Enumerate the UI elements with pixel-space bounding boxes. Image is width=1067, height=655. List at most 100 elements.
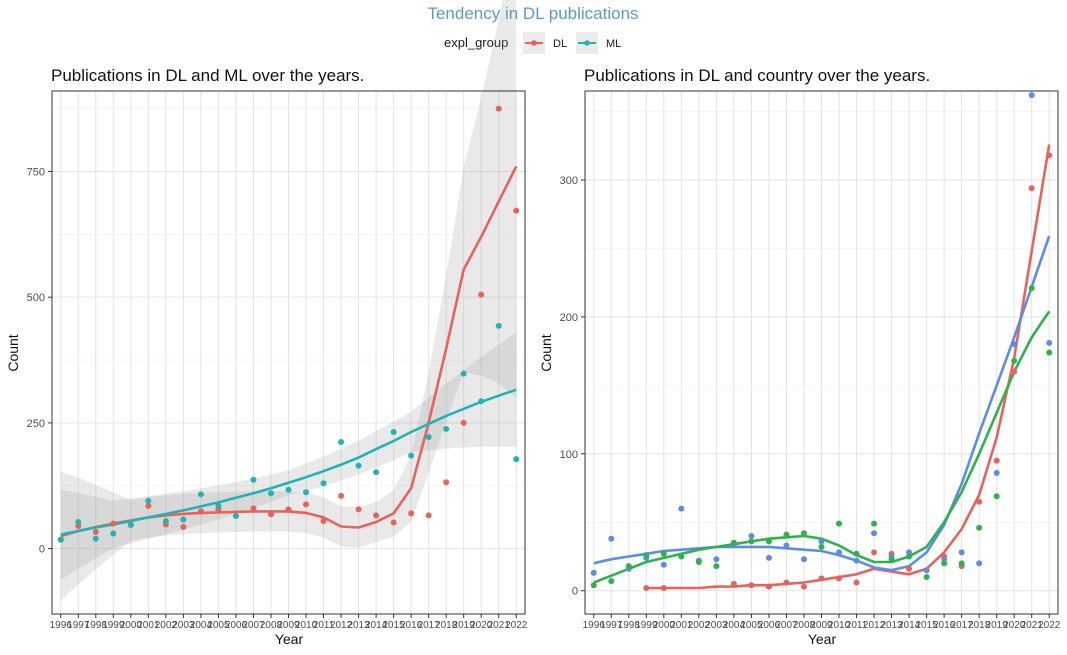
x-tick-label: 2010 bbox=[295, 620, 318, 631]
data-point-ml bbox=[215, 502, 222, 509]
data-point-ml bbox=[127, 521, 134, 528]
confidence-band-ml bbox=[60, 332, 517, 580]
x-tick-label: 2000 bbox=[653, 620, 676, 631]
x-tick-label: 2001 bbox=[137, 620, 160, 631]
data-point-series-1 bbox=[853, 579, 860, 586]
data-point-series-2 bbox=[923, 567, 930, 574]
legend-label-ml: ML bbox=[606, 38, 621, 50]
data-point-series-1 bbox=[748, 582, 755, 589]
y-tick-label: 0 bbox=[572, 586, 578, 598]
legend-key-point-ml bbox=[584, 40, 590, 46]
x-tick-label: 2022 bbox=[505, 620, 528, 631]
data-point-ml bbox=[145, 497, 152, 504]
x-tick-label: 1996 bbox=[583, 620, 606, 631]
x-tick-label: 2016 bbox=[400, 620, 423, 631]
data-point-series-1 bbox=[871, 549, 878, 556]
data-point-dl bbox=[285, 506, 292, 513]
data-point-ml bbox=[303, 489, 310, 496]
legend-key-point-dl bbox=[531, 40, 537, 46]
data-point-dl bbox=[180, 524, 187, 531]
data-point-series-3 bbox=[608, 578, 615, 585]
data-point-dl bbox=[250, 505, 257, 512]
data-point-ml bbox=[495, 322, 502, 329]
x-tick-label: 2015 bbox=[915, 620, 938, 631]
data-point-series-2 bbox=[1046, 339, 1053, 346]
x-tick-label: 2007 bbox=[242, 620, 265, 631]
data-point-dl bbox=[460, 419, 467, 426]
data-point-series-1 bbox=[818, 575, 825, 582]
data-point-series-1 bbox=[836, 575, 843, 582]
data-point-dl bbox=[338, 492, 345, 499]
data-point-series-3 bbox=[713, 563, 720, 570]
x-tick-label: 2020 bbox=[470, 620, 493, 631]
data-point-series-2 bbox=[976, 560, 983, 567]
data-point-series-1 bbox=[906, 565, 913, 572]
x-tick-label: 2004 bbox=[723, 620, 746, 631]
data-point-series-1 bbox=[976, 498, 983, 505]
x-tick-label: 2012 bbox=[330, 620, 353, 631]
x-tick-label: 2009 bbox=[277, 620, 300, 631]
data-point-series-1 bbox=[993, 457, 1000, 464]
data-point-series-2 bbox=[836, 549, 843, 556]
data-point-series-3 bbox=[853, 550, 860, 557]
data-point-series-3 bbox=[1011, 357, 1018, 364]
x-tick-label: 2022 bbox=[1038, 620, 1061, 631]
x-tick-label: 2019 bbox=[986, 620, 1009, 631]
data-point-series-2 bbox=[713, 556, 720, 563]
data-point-series-2 bbox=[678, 505, 685, 512]
data-point-dl bbox=[408, 510, 415, 517]
data-point-ml bbox=[285, 486, 292, 493]
y-tick-label: 250 bbox=[27, 418, 45, 430]
data-point-series-3 bbox=[976, 524, 983, 531]
data-point-series-3 bbox=[590, 582, 597, 589]
data-point-ml bbox=[162, 517, 169, 524]
data-point-series-3 bbox=[800, 530, 807, 537]
legend-title: expl_group bbox=[444, 35, 508, 50]
data-point-series-1 bbox=[765, 583, 772, 590]
data-point-dl bbox=[110, 520, 117, 527]
x-tick-label: 1998 bbox=[618, 620, 641, 631]
x-tick-label: 2013 bbox=[347, 620, 370, 631]
x-tick-label: 2006 bbox=[758, 620, 781, 631]
data-point-series-3 bbox=[888, 556, 895, 563]
data-point-ml bbox=[478, 398, 485, 405]
x-tick-label: 2018 bbox=[435, 620, 458, 631]
data-point-ml bbox=[425, 433, 432, 440]
x-tick-label: 2002 bbox=[155, 620, 178, 631]
data-point-series-3 bbox=[1046, 349, 1053, 356]
data-point-series-1 bbox=[1011, 368, 1018, 375]
x-tick-label: 2007 bbox=[775, 620, 798, 631]
data-point-ml bbox=[92, 535, 99, 542]
data-point-dl bbox=[478, 291, 485, 298]
data-point-series-1 bbox=[1028, 185, 1035, 192]
data-point-dl bbox=[390, 519, 397, 526]
data-point-series-1 bbox=[660, 584, 667, 591]
data-point-ml bbox=[110, 530, 117, 537]
data-point-series-3 bbox=[783, 531, 790, 538]
x-tick-label: 2003 bbox=[172, 620, 195, 631]
x-tick-label: 2011 bbox=[313, 620, 335, 631]
x-tick-label: 2000 bbox=[120, 620, 143, 631]
data-point-series-2 bbox=[958, 549, 965, 556]
x-tick-label: 2014 bbox=[898, 620, 921, 631]
data-point-series-1 bbox=[643, 584, 650, 591]
data-point-series-2 bbox=[941, 556, 948, 563]
data-point-dl bbox=[197, 508, 204, 515]
data-point-series-2 bbox=[871, 530, 878, 537]
data-point-series-3 bbox=[1028, 285, 1035, 292]
data-point-series-3 bbox=[678, 553, 685, 560]
data-point-dl bbox=[267, 511, 274, 518]
data-point-series-3 bbox=[695, 558, 702, 565]
data-point-series-2 bbox=[783, 542, 790, 549]
data-point-dl bbox=[513, 207, 520, 214]
data-point-ml bbox=[338, 439, 345, 446]
y-tick-label: 200 bbox=[560, 312, 578, 324]
x-tick-label: 1999 bbox=[635, 620, 658, 631]
data-point-series-3 bbox=[730, 539, 737, 546]
x-tick-label: 1997 bbox=[67, 620, 90, 631]
data-point-ml bbox=[373, 469, 380, 476]
data-point-ml bbox=[232, 512, 239, 519]
x-tick-label: 2016 bbox=[933, 620, 956, 631]
data-point-series-1 bbox=[730, 580, 737, 587]
